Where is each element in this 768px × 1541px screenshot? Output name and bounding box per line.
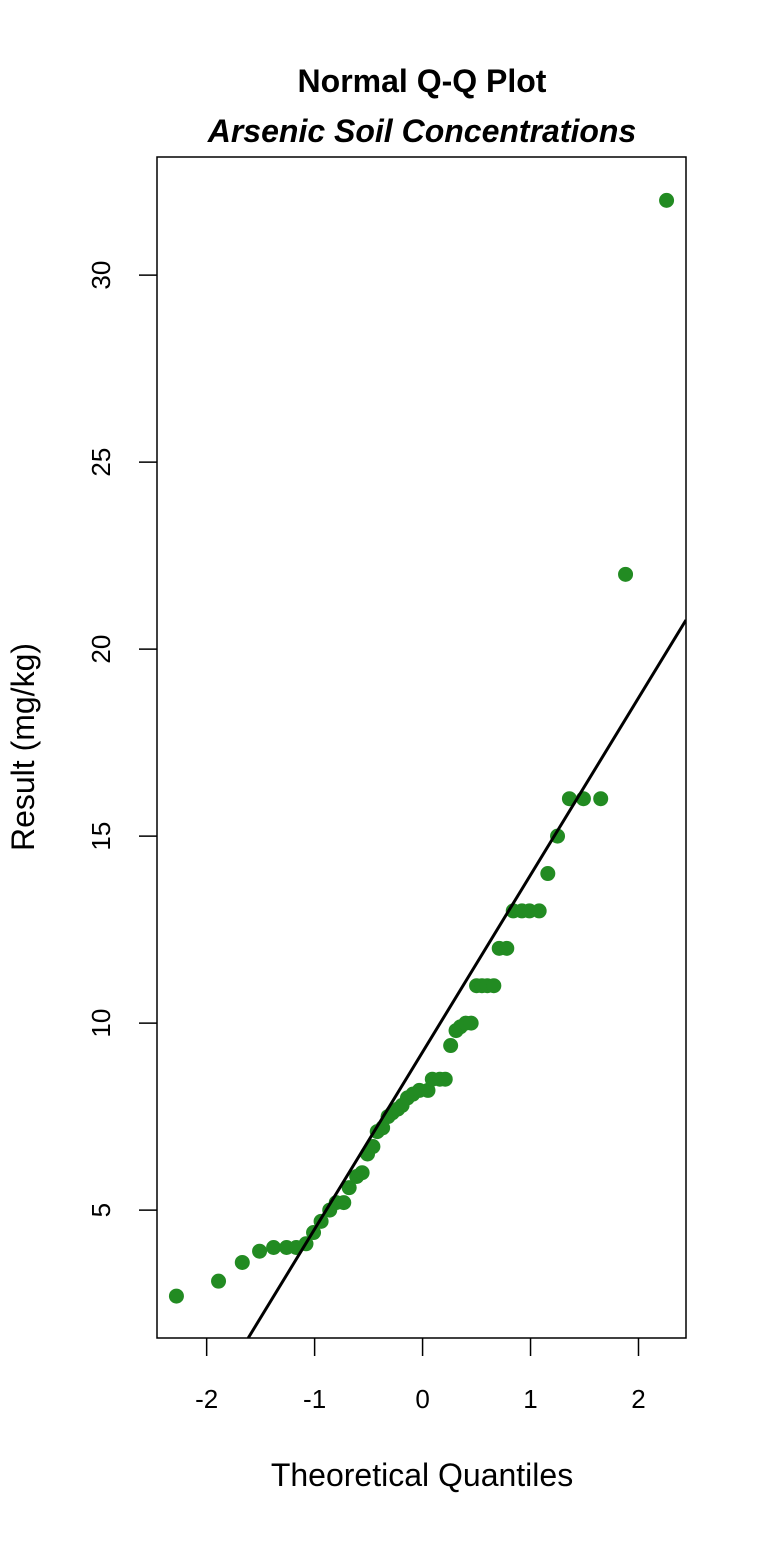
point — [266, 1239, 282, 1255]
x-tick-label: -1 — [303, 1384, 326, 1414]
point — [486, 978, 502, 994]
point — [550, 828, 566, 844]
y-tick-label: 20 — [86, 635, 116, 664]
plot-area — [168, 192, 686, 1338]
point — [365, 1139, 381, 1155]
point — [499, 940, 515, 956]
point — [168, 1288, 184, 1304]
point — [341, 1180, 357, 1196]
point — [354, 1165, 370, 1181]
y-tick-label: 10 — [86, 1009, 116, 1038]
point — [531, 903, 547, 919]
x-tick-label: 0 — [415, 1384, 429, 1414]
x-axis-label: Theoretical Quantiles — [271, 1457, 573, 1493]
y-tick-label: 5 — [86, 1203, 116, 1217]
point — [336, 1195, 352, 1211]
y-axis-label: Result (mg/kg) — [5, 643, 41, 851]
x-tick-label: 2 — [631, 1384, 645, 1414]
point — [252, 1243, 268, 1259]
reference-line — [246, 619, 686, 1338]
point — [234, 1254, 250, 1270]
x-tick-label: 1 — [523, 1384, 537, 1414]
point — [437, 1071, 453, 1087]
point — [463, 1015, 479, 1031]
y-tick-label: 30 — [86, 261, 116, 290]
chart-title: Normal Q-Q Plot — [298, 63, 547, 99]
point — [540, 866, 556, 882]
point — [659, 192, 675, 208]
point — [211, 1273, 227, 1289]
x-tick-label: -2 — [195, 1384, 218, 1414]
point — [593, 791, 609, 807]
chart-subtitle: Arsenic Soil Concentrations — [207, 113, 637, 149]
y-tick-label: 25 — [86, 448, 116, 477]
point — [443, 1038, 459, 1054]
point — [618, 566, 634, 582]
plot-frame — [156, 156, 687, 1339]
y-tick-label: 15 — [86, 822, 116, 851]
